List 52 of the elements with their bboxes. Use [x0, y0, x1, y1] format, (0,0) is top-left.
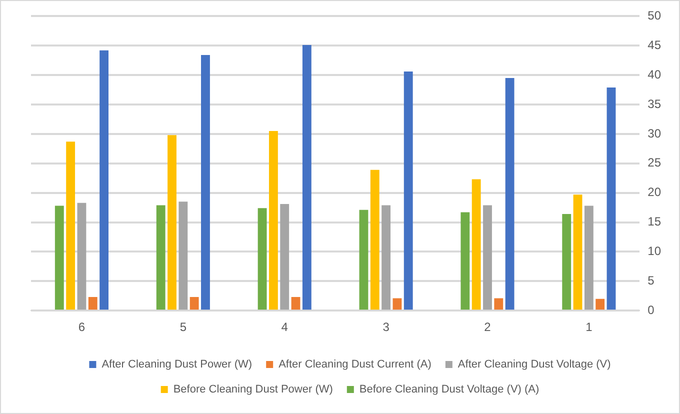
bar — [258, 208, 267, 310]
bar — [77, 202, 86, 310]
bar — [562, 214, 572, 310]
x-tick-label: 4 — [281, 320, 288, 334]
bar — [573, 194, 582, 310]
bar — [201, 55, 210, 310]
bar — [190, 297, 199, 310]
bar — [505, 78, 514, 310]
legend-label: After Cleaning Dust Current (A) — [278, 358, 432, 371]
bar — [168, 135, 176, 310]
legend-label: After Cleaning Dust Voltage (V) — [458, 358, 611, 371]
bar — [370, 170, 380, 310]
bar — [483, 205, 492, 310]
bar — [66, 142, 76, 310]
bar — [100, 50, 108, 310]
bar — [359, 210, 368, 310]
y-tick-label: 35 — [648, 96, 662, 111]
bar — [596, 298, 605, 310]
bar — [404, 72, 413, 310]
bar — [156, 205, 166, 310]
bar — [472, 179, 481, 310]
legend-label: Before Cleaning Dust Power (W) — [173, 384, 333, 396]
y-tick-label: 20 — [648, 185, 662, 200]
bar — [494, 298, 504, 310]
bar — [178, 202, 188, 310]
y-tick-label: 30 — [648, 126, 662, 140]
bar — [382, 205, 391, 310]
bar — [392, 298, 402, 310]
x-tick-label: 2 — [484, 320, 492, 334]
y-tick-label: 15 — [648, 214, 662, 229]
y-tick-label: 0 — [648, 302, 655, 317]
y-tick-label: 40 — [648, 67, 662, 82]
bar — [302, 45, 312, 310]
y-tick-label: 45 — [648, 38, 662, 52]
legend-label: Before Cleaning Dust Voltage (V) (A) — [359, 384, 540, 396]
bar — [54, 206, 64, 310]
bar — [460, 212, 470, 310]
x-tick-label: 3 — [382, 320, 390, 334]
bar — [88, 297, 98, 310]
legend-label: After Cleaning Dust Power (W) — [102, 358, 252, 371]
y-tick-label: 5 — [648, 273, 655, 288]
bar — [291, 297, 300, 310]
x-tick-label: 1 — [586, 320, 593, 334]
bar — [268, 131, 278, 310]
y-tick-label: 10 — [648, 244, 662, 258]
bar — [280, 204, 290, 310]
y-tick-label: 25 — [648, 156, 662, 170]
y-tick-label: 50 — [648, 8, 662, 23]
bar — [606, 87, 616, 310]
x-tick-label: 6 — [78, 320, 86, 334]
bar — [584, 206, 594, 310]
x-tick-label: 5 — [180, 320, 187, 334]
